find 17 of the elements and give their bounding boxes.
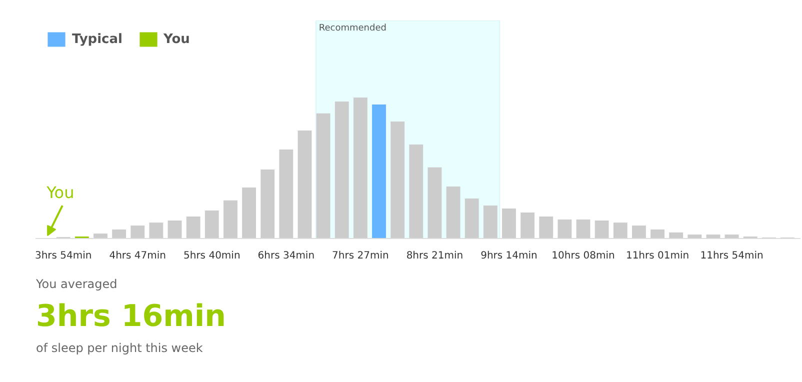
x-tick-label: 6hrs 34min bbox=[258, 250, 315, 262]
x-tick-label: 11hrs 01min bbox=[626, 250, 690, 262]
x-tick-label: 7hrs 27min bbox=[332, 250, 389, 262]
x-tick-label: 4hrs 47min bbox=[109, 250, 166, 262]
annotation: You bbox=[46, 182, 74, 202]
x-tick-label: 10hrs 08min bbox=[552, 250, 615, 262]
text: You averaged bbox=[36, 277, 118, 291]
legend-label: You bbox=[164, 32, 190, 46]
x-tick-label: 5hrs 40min bbox=[184, 250, 240, 262]
text: of sleep per night this week bbox=[36, 341, 203, 356]
x-tick-label: 8hrs 21min bbox=[406, 250, 464, 262]
legend-label: Typical bbox=[72, 32, 122, 46]
x-tick-label: 11hrs 54min bbox=[700, 250, 764, 262]
x-tick-label: 3hrs 54min bbox=[34, 250, 92, 262]
text: 3hrs 16min bbox=[36, 298, 226, 334]
x-tick-label: 9hrs 14min bbox=[480, 250, 538, 262]
text: Recommended bbox=[318, 24, 386, 34]
